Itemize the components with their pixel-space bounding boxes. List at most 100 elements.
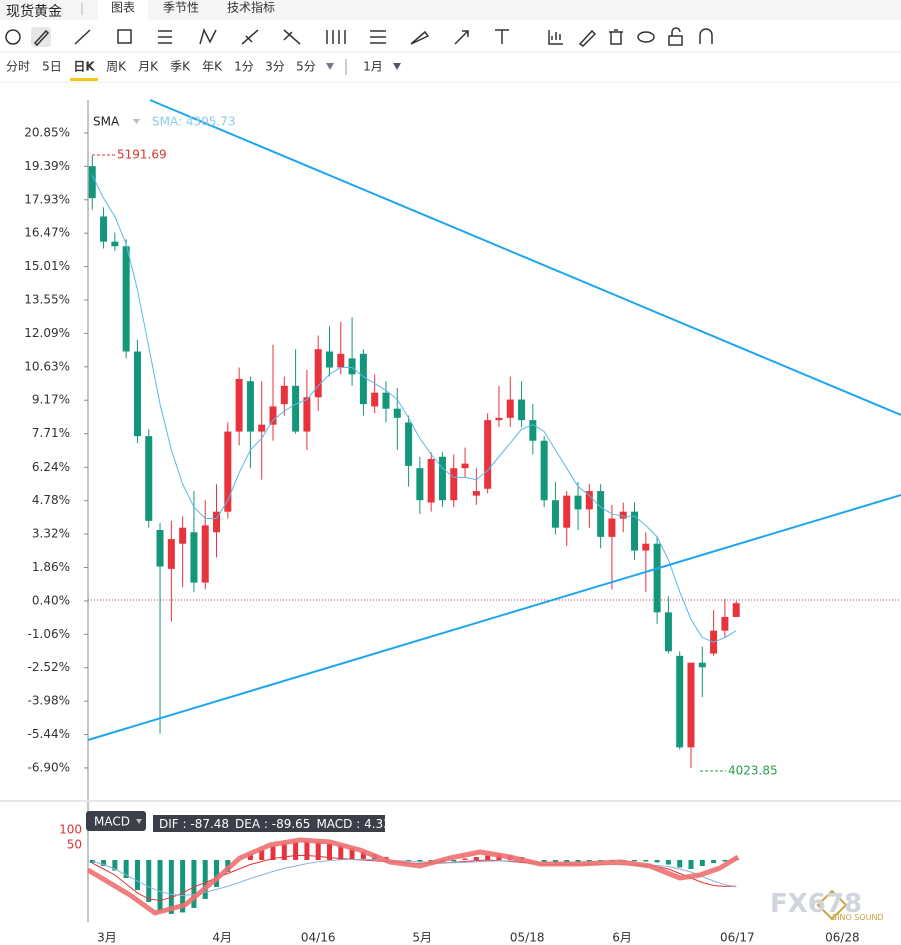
icon[interactable] xyxy=(370,30,386,44)
icon[interactable] xyxy=(668,35,683,46)
candles xyxy=(88,155,740,768)
macd-bar xyxy=(157,860,163,911)
period-option[interactable]: 月K xyxy=(138,60,159,74)
icon[interactable] xyxy=(410,30,430,45)
period-option[interactable]: 周K xyxy=(106,60,127,74)
macd-label: MACD : xyxy=(316,817,364,831)
y-tick-label: -2.52% xyxy=(28,660,70,674)
tab[interactable]: 技术指标 xyxy=(227,0,275,15)
candle-body xyxy=(619,511,627,519)
candle-body xyxy=(461,463,469,469)
tab[interactable]: 季节性 xyxy=(163,1,199,15)
macd-bar xyxy=(462,858,468,861)
macd-bar xyxy=(417,860,423,863)
period-option[interactable]: 1分 xyxy=(234,60,254,74)
period-option[interactable]: 5日 xyxy=(42,60,62,74)
candle-body xyxy=(337,353,345,368)
macd-bar xyxy=(632,860,638,862)
tab[interactable]: 图表 xyxy=(111,1,135,15)
header-bar xyxy=(0,0,901,20)
x-tick-label: 06/28 xyxy=(825,931,860,945)
icon[interactable] xyxy=(699,28,713,44)
period-option[interactable]: 日K xyxy=(73,60,95,74)
trend-line xyxy=(87,494,901,741)
dropdown-arrow[interactable] xyxy=(326,63,334,70)
icon[interactable] xyxy=(241,29,259,45)
dropdown-arrow[interactable] xyxy=(136,819,142,824)
macd-tick-label: 50 xyxy=(67,838,82,852)
macd-bar xyxy=(586,860,592,862)
macd-bar xyxy=(247,854,253,861)
icon[interactable] xyxy=(5,29,21,45)
y-tick-label: 9.17% xyxy=(32,393,70,407)
icon[interactable] xyxy=(283,29,301,45)
watermark-logo xyxy=(816,889,848,921)
candle-body xyxy=(280,385,288,405)
period-option[interactable]: 3分 xyxy=(265,60,285,74)
period-option[interactable]: 5分 xyxy=(296,60,316,74)
candle-body xyxy=(676,655,684,748)
macd-bar xyxy=(202,860,208,899)
tab-active xyxy=(98,0,148,20)
candle-body xyxy=(506,399,514,418)
icon[interactable] xyxy=(548,30,563,45)
candle-body xyxy=(145,436,153,521)
icon[interactable] xyxy=(637,31,655,43)
icon[interactable] xyxy=(158,30,172,44)
candle-body xyxy=(325,351,333,368)
icon[interactable] xyxy=(609,29,623,45)
x-tick-label: 3月 xyxy=(97,931,117,945)
period-option[interactable]: 年K xyxy=(202,60,223,74)
icon[interactable] xyxy=(454,30,469,45)
min-annotation: 4023.85 xyxy=(728,764,778,778)
candle-body xyxy=(732,603,740,617)
candle-body xyxy=(179,527,187,544)
dropdown-arrow[interactable] xyxy=(393,63,401,70)
period-option[interactable]: 1月 xyxy=(363,60,383,74)
candle-body xyxy=(563,495,571,528)
y-tick-label: 10.63% xyxy=(24,359,70,373)
period-option[interactable]: 分时 xyxy=(6,60,30,74)
candle-body xyxy=(585,491,593,510)
macd-bar xyxy=(326,843,332,861)
dea-value: -89.65 xyxy=(272,817,311,831)
candle-body xyxy=(88,166,96,199)
macd-bar xyxy=(665,860,671,865)
macd-bar xyxy=(654,860,660,863)
y-tick-label: 20.85% xyxy=(24,125,70,139)
candle-body xyxy=(235,378,243,432)
macd-badge[interactable] xyxy=(86,811,146,831)
macd-bar xyxy=(722,860,728,862)
macd-bar xyxy=(270,846,276,861)
candle-body xyxy=(438,456,446,501)
icon[interactable] xyxy=(33,29,50,47)
candle-body xyxy=(258,424,266,432)
icon[interactable] xyxy=(74,29,91,45)
candle-body xyxy=(167,539,175,569)
active-underline xyxy=(70,78,98,81)
period-option[interactable]: 季K xyxy=(170,60,191,74)
icon[interactable] xyxy=(671,27,681,36)
macd-bar xyxy=(191,860,197,908)
candle-body xyxy=(405,422,413,466)
macd-bar xyxy=(293,842,299,861)
icon[interactable] xyxy=(117,29,132,44)
icon[interactable] xyxy=(199,27,217,45)
icon[interactable] xyxy=(578,29,597,47)
watermark-brand: FX678 xyxy=(770,889,862,919)
watermark-sub: SINO SOUND xyxy=(832,913,884,922)
macd-bar xyxy=(180,860,186,913)
candle-body xyxy=(382,392,390,409)
icon[interactable] xyxy=(495,29,509,44)
icon[interactable] xyxy=(326,30,346,44)
candle-body xyxy=(269,406,277,425)
candle-body xyxy=(472,491,480,496)
candle-body xyxy=(359,353,367,405)
candle-body xyxy=(303,397,311,432)
dropdown-arrow[interactable] xyxy=(133,119,140,124)
macd-bar xyxy=(134,860,140,890)
candle-body xyxy=(664,612,672,652)
macd-bar xyxy=(168,860,174,914)
y-tick-label: 3.32% xyxy=(32,527,70,541)
